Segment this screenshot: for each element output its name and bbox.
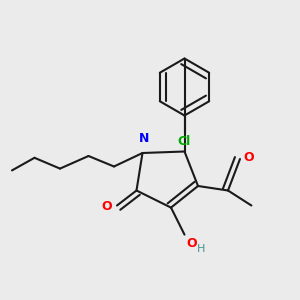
Text: O: O	[244, 151, 254, 164]
Text: H: H	[196, 244, 205, 254]
Text: O: O	[186, 237, 196, 250]
Text: N: N	[139, 133, 149, 146]
Text: O: O	[102, 200, 112, 214]
Text: Cl: Cl	[178, 135, 191, 148]
